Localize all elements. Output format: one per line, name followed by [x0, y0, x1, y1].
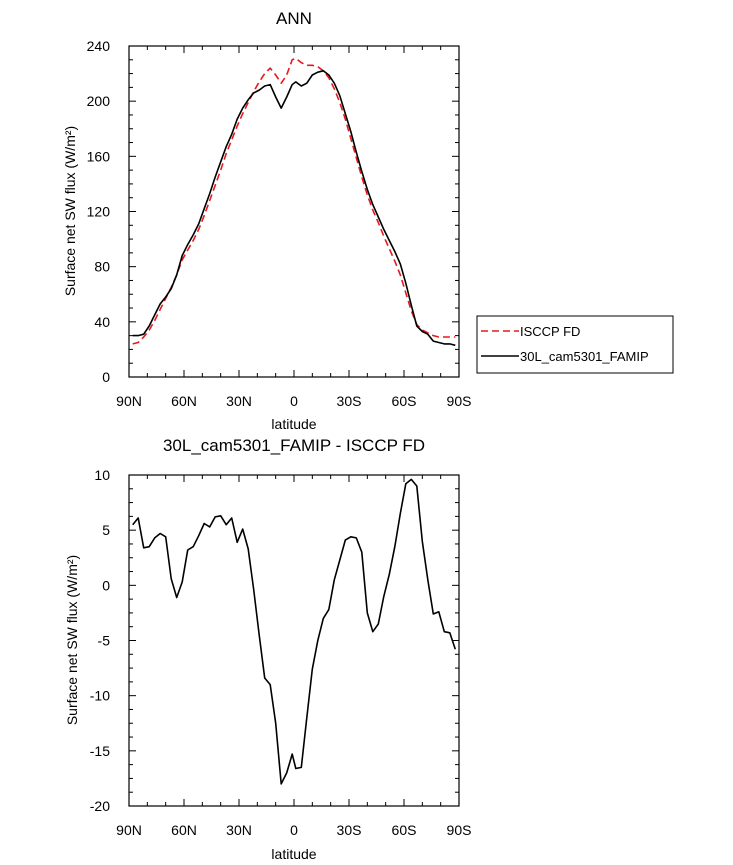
bottom-x-tick-label: 60S [392, 822, 417, 838]
top-y-tick-label: 160 [87, 148, 111, 164]
bottom-y-tick-label: 0 [102, 577, 110, 593]
top-x-tick-label: 30N [226, 393, 252, 409]
top-y-tick-label: 40 [94, 314, 110, 330]
bottom-x-tick-label: 30S [337, 822, 362, 838]
top-y-axis-label: Surface net SW flux (W/m²) [62, 126, 78, 296]
bottom-y-tick-label: 5 [102, 522, 110, 538]
bottom-y-tick-label: -10 [90, 688, 110, 704]
legend-box [476, 315, 674, 374]
bottom-chart: 30L_cam5301_FAMIP - ISCCP FD 90N 60N 30N 0 3… [64, 436, 471, 862]
bottom-x-tick-label: 90N [116, 822, 142, 838]
top-x-tick-label: 90S [447, 393, 472, 409]
bottom-plot-frame [128, 474, 460, 807]
top-y-tick-label: 80 [94, 259, 110, 275]
bottom-y-tick-label: 10 [94, 467, 110, 483]
top-x-tick-label: 0 [290, 393, 298, 409]
top-y-tick-label: 240 [87, 38, 111, 54]
legend-item-model-label: 30L_cam5301_FAMIP [520, 349, 649, 364]
legend-item-isccp-label: ISCCP FD [520, 324, 580, 339]
top-plot-frame [128, 45, 460, 378]
bottom-x-axis-label: latitude [271, 846, 316, 862]
top-y-tick-label: 0 [102, 369, 110, 385]
top-series-line-1 [132, 70, 456, 347]
legend: ISCCP FD 30L_cam5301_FAMIP [476, 315, 674, 374]
top-series-line-0 [132, 57, 456, 345]
bottom-y-tick-label: -15 [90, 743, 110, 759]
top-x-tick-label: 60S [392, 393, 417, 409]
bottom-x-tick-label: 30N [226, 822, 252, 838]
top-y-tick-label: 120 [87, 204, 111, 220]
bottom-series-line-0 [132, 478, 457, 785]
top-x-tick-label: 30S [337, 393, 362, 409]
top-y-axis-label-text: Surface net SW flux (W/m²) [62, 126, 78, 296]
bottom-x-tick-label: 0 [290, 822, 298, 838]
top-x-axis-label: latitude [271, 416, 316, 432]
bottom-x-tick-label: 60N [171, 822, 197, 838]
bottom-y-tick-label: -5 [98, 633, 111, 649]
top-x-tick-label: 60N [171, 393, 197, 409]
bottom-x-tick-label: 90S [447, 822, 472, 838]
top-chart-title: ANN [276, 9, 312, 28]
bottom-y-tick-label: -20 [90, 798, 110, 814]
bottom-y-axis-label: Surface net SW flux (W/m²) [64, 555, 80, 725]
top-y-tick-label: 200 [87, 93, 111, 109]
bottom-chart-title: 30L_cam5301_FAMIP - ISCCP FD [163, 436, 425, 455]
bottom-y-axis-label-text: Surface net SW flux (W/m²) [64, 555, 80, 725]
top-x-tick-label: 90N [116, 393, 142, 409]
top-chart: ANN 90N 60N 30N 0 30S 60S 90S 0 40 80 120 160 200 240… [62, 9, 471, 432]
